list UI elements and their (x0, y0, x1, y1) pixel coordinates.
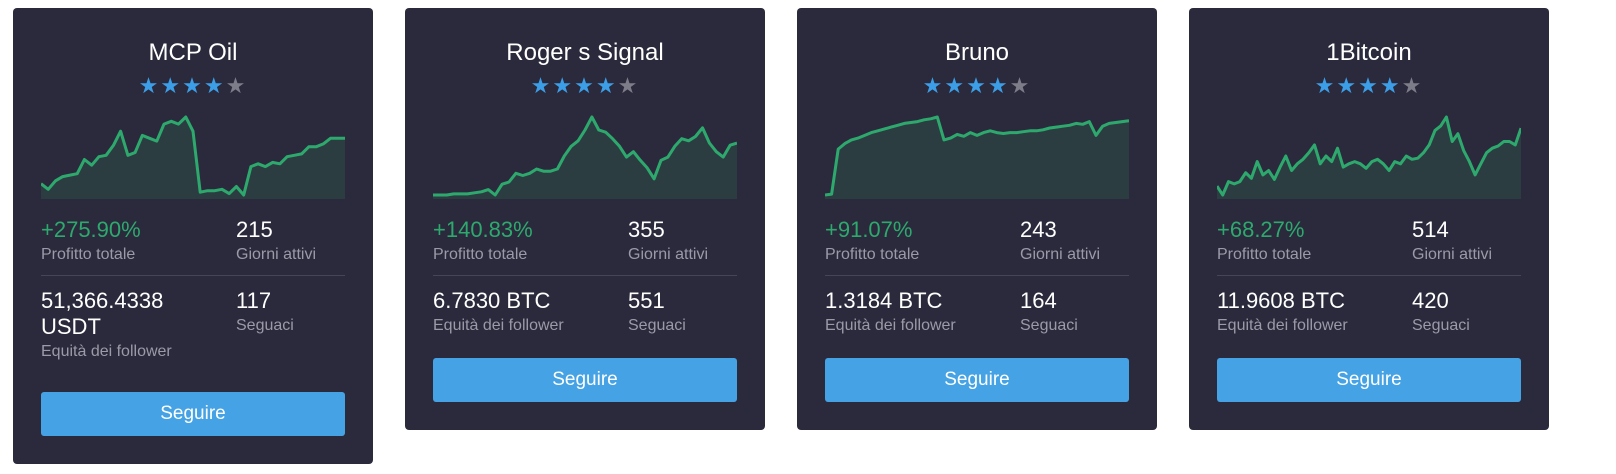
follow-button[interactable]: Seguire (433, 358, 737, 402)
follow-button[interactable]: Seguire (41, 392, 345, 436)
star-filled-icon: ★ (1379, 73, 1402, 98)
active-days-value: 355 (628, 217, 665, 242)
total-profit-label: Profitto totale (41, 246, 136, 263)
stats-row-bottom: 1.3184 BTC Equità dei follower 164 Segua… (825, 288, 1129, 336)
star-filled-icon: ★ (182, 73, 204, 98)
rating-stars: ★★★★★ (41, 75, 345, 97)
follow-button[interactable]: Seguire (825, 358, 1129, 402)
total-profit-label: Profitto totale (1217, 246, 1312, 263)
star-empty-icon: ★ (617, 73, 640, 98)
followers-label: Seguaci (1020, 317, 1078, 334)
divider (41, 275, 345, 276)
rating-stars: ★★★★★ (825, 75, 1129, 97)
trader-name[interactable]: Roger s Signal (506, 39, 664, 66)
active-days-value: 514 (1412, 217, 1449, 242)
stats-row-top: +91.07% Profitto totale 243 Giorni attiv… (825, 217, 1129, 265)
rating-stars: ★★★★★ (1217, 75, 1521, 97)
trader-name[interactable]: 1Bitcoin (1326, 39, 1412, 66)
stats-row-bottom: 6.7830 BTC Equità dei follower 551 Segua… (433, 288, 737, 336)
total-profit-value: +91.07% (825, 217, 913, 242)
total-profit-value: +275.90% (41, 217, 141, 242)
divider (433, 275, 737, 276)
stats-row-top: +68.27% Profitto totale 514 Giorni attiv… (1217, 217, 1521, 265)
sparkline-line (41, 115, 345, 197)
follower-equity-label: Equità dei follower (1217, 317, 1348, 334)
follower-equity-label: Equità dei follower (825, 317, 956, 334)
follow-button[interactable]: Seguire (1217, 358, 1521, 402)
star-filled-icon: ★ (138, 73, 161, 98)
trader-name[interactable]: MCP Oil (148, 39, 238, 66)
total-profit-value: +140.83% (433, 217, 533, 242)
sparkline-area (825, 117, 1129, 199)
star-filled-icon: ★ (1314, 73, 1337, 98)
follower-equity-value: 11.9608 BTC (1217, 288, 1346, 313)
equity-sparkline (1217, 115, 1521, 199)
star-filled-icon: ★ (552, 73, 575, 98)
star-filled-icon: ★ (530, 73, 553, 98)
equity-sparkline (41, 115, 345, 199)
followers-value: 164 (1020, 288, 1057, 313)
active-days-label: Giorni attivi (628, 246, 709, 263)
divider (825, 275, 1129, 276)
equity-sparkline (433, 115, 737, 199)
star-filled-icon: ★ (987, 73, 1010, 98)
trader-card: MCP Oil ★★★★★ +275.90% Profitto totale 2… (13, 8, 373, 464)
active-days-value: 215 (236, 217, 273, 242)
sparkline-line (433, 115, 737, 197)
total-profit-label: Profitto totale (433, 246, 528, 263)
followers-value: 551 (628, 288, 665, 313)
star-filled-icon: ★ (160, 73, 183, 98)
star-filled-icon: ★ (966, 73, 988, 98)
trader-card: Bruno ★★★★★ +91.07% Profitto totale 243 … (797, 8, 1157, 430)
followers-value: 420 (1412, 288, 1449, 313)
trader-card: 1Bitcoin ★★★★★ +68.27% Profitto totale 5… (1189, 8, 1549, 430)
trader-name[interactable]: Bruno (944, 39, 1010, 66)
star-filled-icon: ★ (922, 73, 945, 98)
active-days-label: Giorni attivi (1020, 246, 1101, 263)
stats-row-top: +140.83% Profitto totale 355 Giorni atti… (433, 217, 737, 265)
sparkline-area (41, 117, 345, 199)
rating-stars: ★★★★★ (433, 75, 737, 97)
follower-equity-label: Equità dei follower (41, 343, 172, 360)
star-filled-icon: ★ (574, 73, 596, 98)
followers-label: Seguaci (236, 317, 294, 334)
total-profit-value: +68.27% (1217, 217, 1305, 242)
stats-row-bottom: 51,366.4338 USDT Equità dei follower 117… (41, 288, 345, 362)
star-filled-icon: ★ (203, 73, 226, 98)
follower-equity-value: 51,366.4338 USDT (41, 288, 164, 339)
sparkline-area (433, 117, 737, 199)
follower-equity-value: 6.7830 BTC (433, 288, 551, 313)
active-days-value: 243 (1020, 217, 1057, 242)
star-empty-icon: ★ (1009, 73, 1032, 98)
follower-equity-value: 1.3184 BTC (825, 288, 943, 313)
divider (1217, 275, 1521, 276)
star-filled-icon: ★ (1336, 73, 1359, 98)
followers-value: 117 (236, 288, 272, 313)
active-days-label: Giorni attivi (1412, 246, 1493, 263)
sparkline-area (1217, 117, 1521, 199)
star-filled-icon: ★ (1358, 73, 1380, 98)
star-filled-icon: ★ (595, 73, 618, 98)
star-empty-icon: ★ (1401, 73, 1424, 98)
star-filled-icon: ★ (944, 73, 967, 98)
star-empty-icon: ★ (225, 73, 248, 98)
total-profit-label: Profitto totale (825, 246, 920, 263)
stats-row-top: +275.90% Profitto totale 215 Giorni atti… (41, 217, 345, 265)
followers-label: Seguaci (1412, 317, 1470, 334)
follower-equity-label: Equità dei follower (433, 317, 564, 334)
followers-label: Seguaci (628, 317, 686, 334)
equity-sparkline (825, 115, 1129, 199)
trader-card: Roger s Signal ★★★★★ +140.83% Profitto t… (405, 8, 765, 430)
active-days-label: Giorni attivi (236, 246, 317, 263)
sparkline-line (825, 115, 1129, 197)
sparkline-line (1217, 115, 1521, 197)
stats-row-bottom: 11.9608 BTC Equità dei follower 420 Segu… (1217, 288, 1521, 336)
